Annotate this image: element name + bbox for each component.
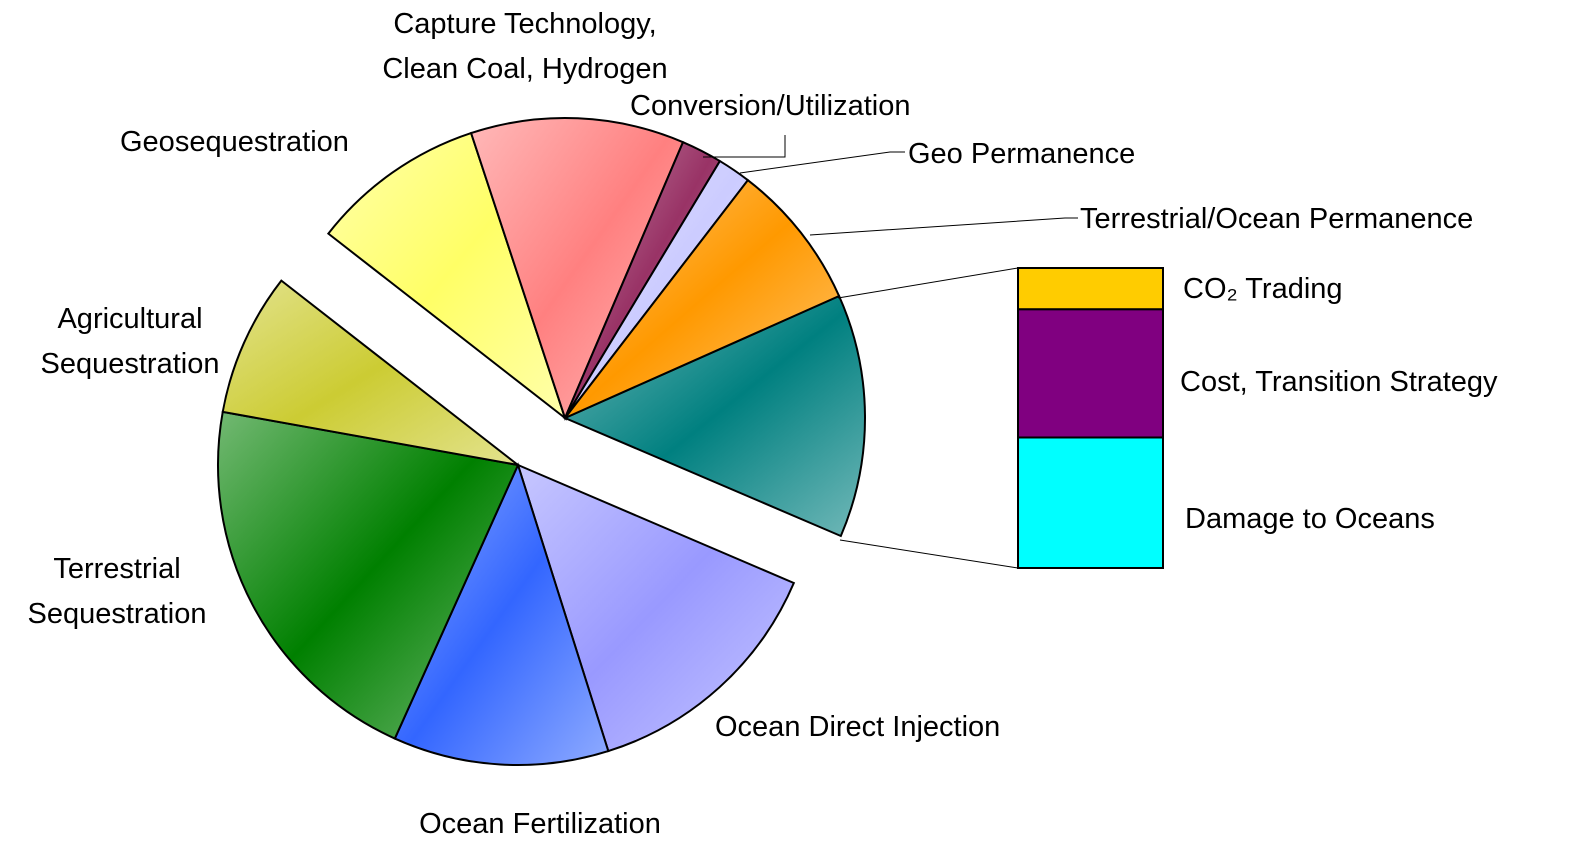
slice-label: Ocean Fertilization (419, 808, 661, 840)
pie-slice (217, 410, 520, 740)
slice-label: Geosequestration (120, 126, 349, 158)
pie-slice (469, 117, 685, 421)
slice-label: Terrestrial/Ocean Permanence (1080, 203, 1474, 235)
bar-segment (1017, 436, 1164, 569)
leader-line (809, 217, 1078, 236)
leader-line (703, 135, 786, 158)
connector-line (839, 539, 1019, 569)
bar-segment (1017, 267, 1164, 311)
bar-label: Cost, Transition Strategy (1180, 366, 1498, 398)
slice-label: Conversion/Utilization (630, 90, 911, 122)
connector-line (837, 267, 1019, 299)
pie-slice (221, 279, 519, 466)
pie-slice (564, 178, 841, 419)
slice-label: Geo Permanence (908, 138, 1136, 170)
slice-label: Capture Technology, Clean Coal, Hydrogen (382, 8, 668, 85)
bar-label: Damage to Oceans (1185, 503, 1435, 535)
leader-line (739, 151, 905, 174)
pie-slice (516, 463, 796, 753)
slice-label: Agricultural Sequestration (40, 303, 220, 380)
bar-segment (1017, 308, 1164, 439)
slice-label: Terrestrial Sequestration (27, 553, 207, 630)
pie-slice (326, 131, 567, 421)
slice-label: Ocean Direct Injection (715, 711, 1001, 743)
pie-slice (562, 294, 866, 538)
pie-slice (393, 462, 610, 766)
bar-label: CO₂ Trading (1183, 273, 1343, 305)
